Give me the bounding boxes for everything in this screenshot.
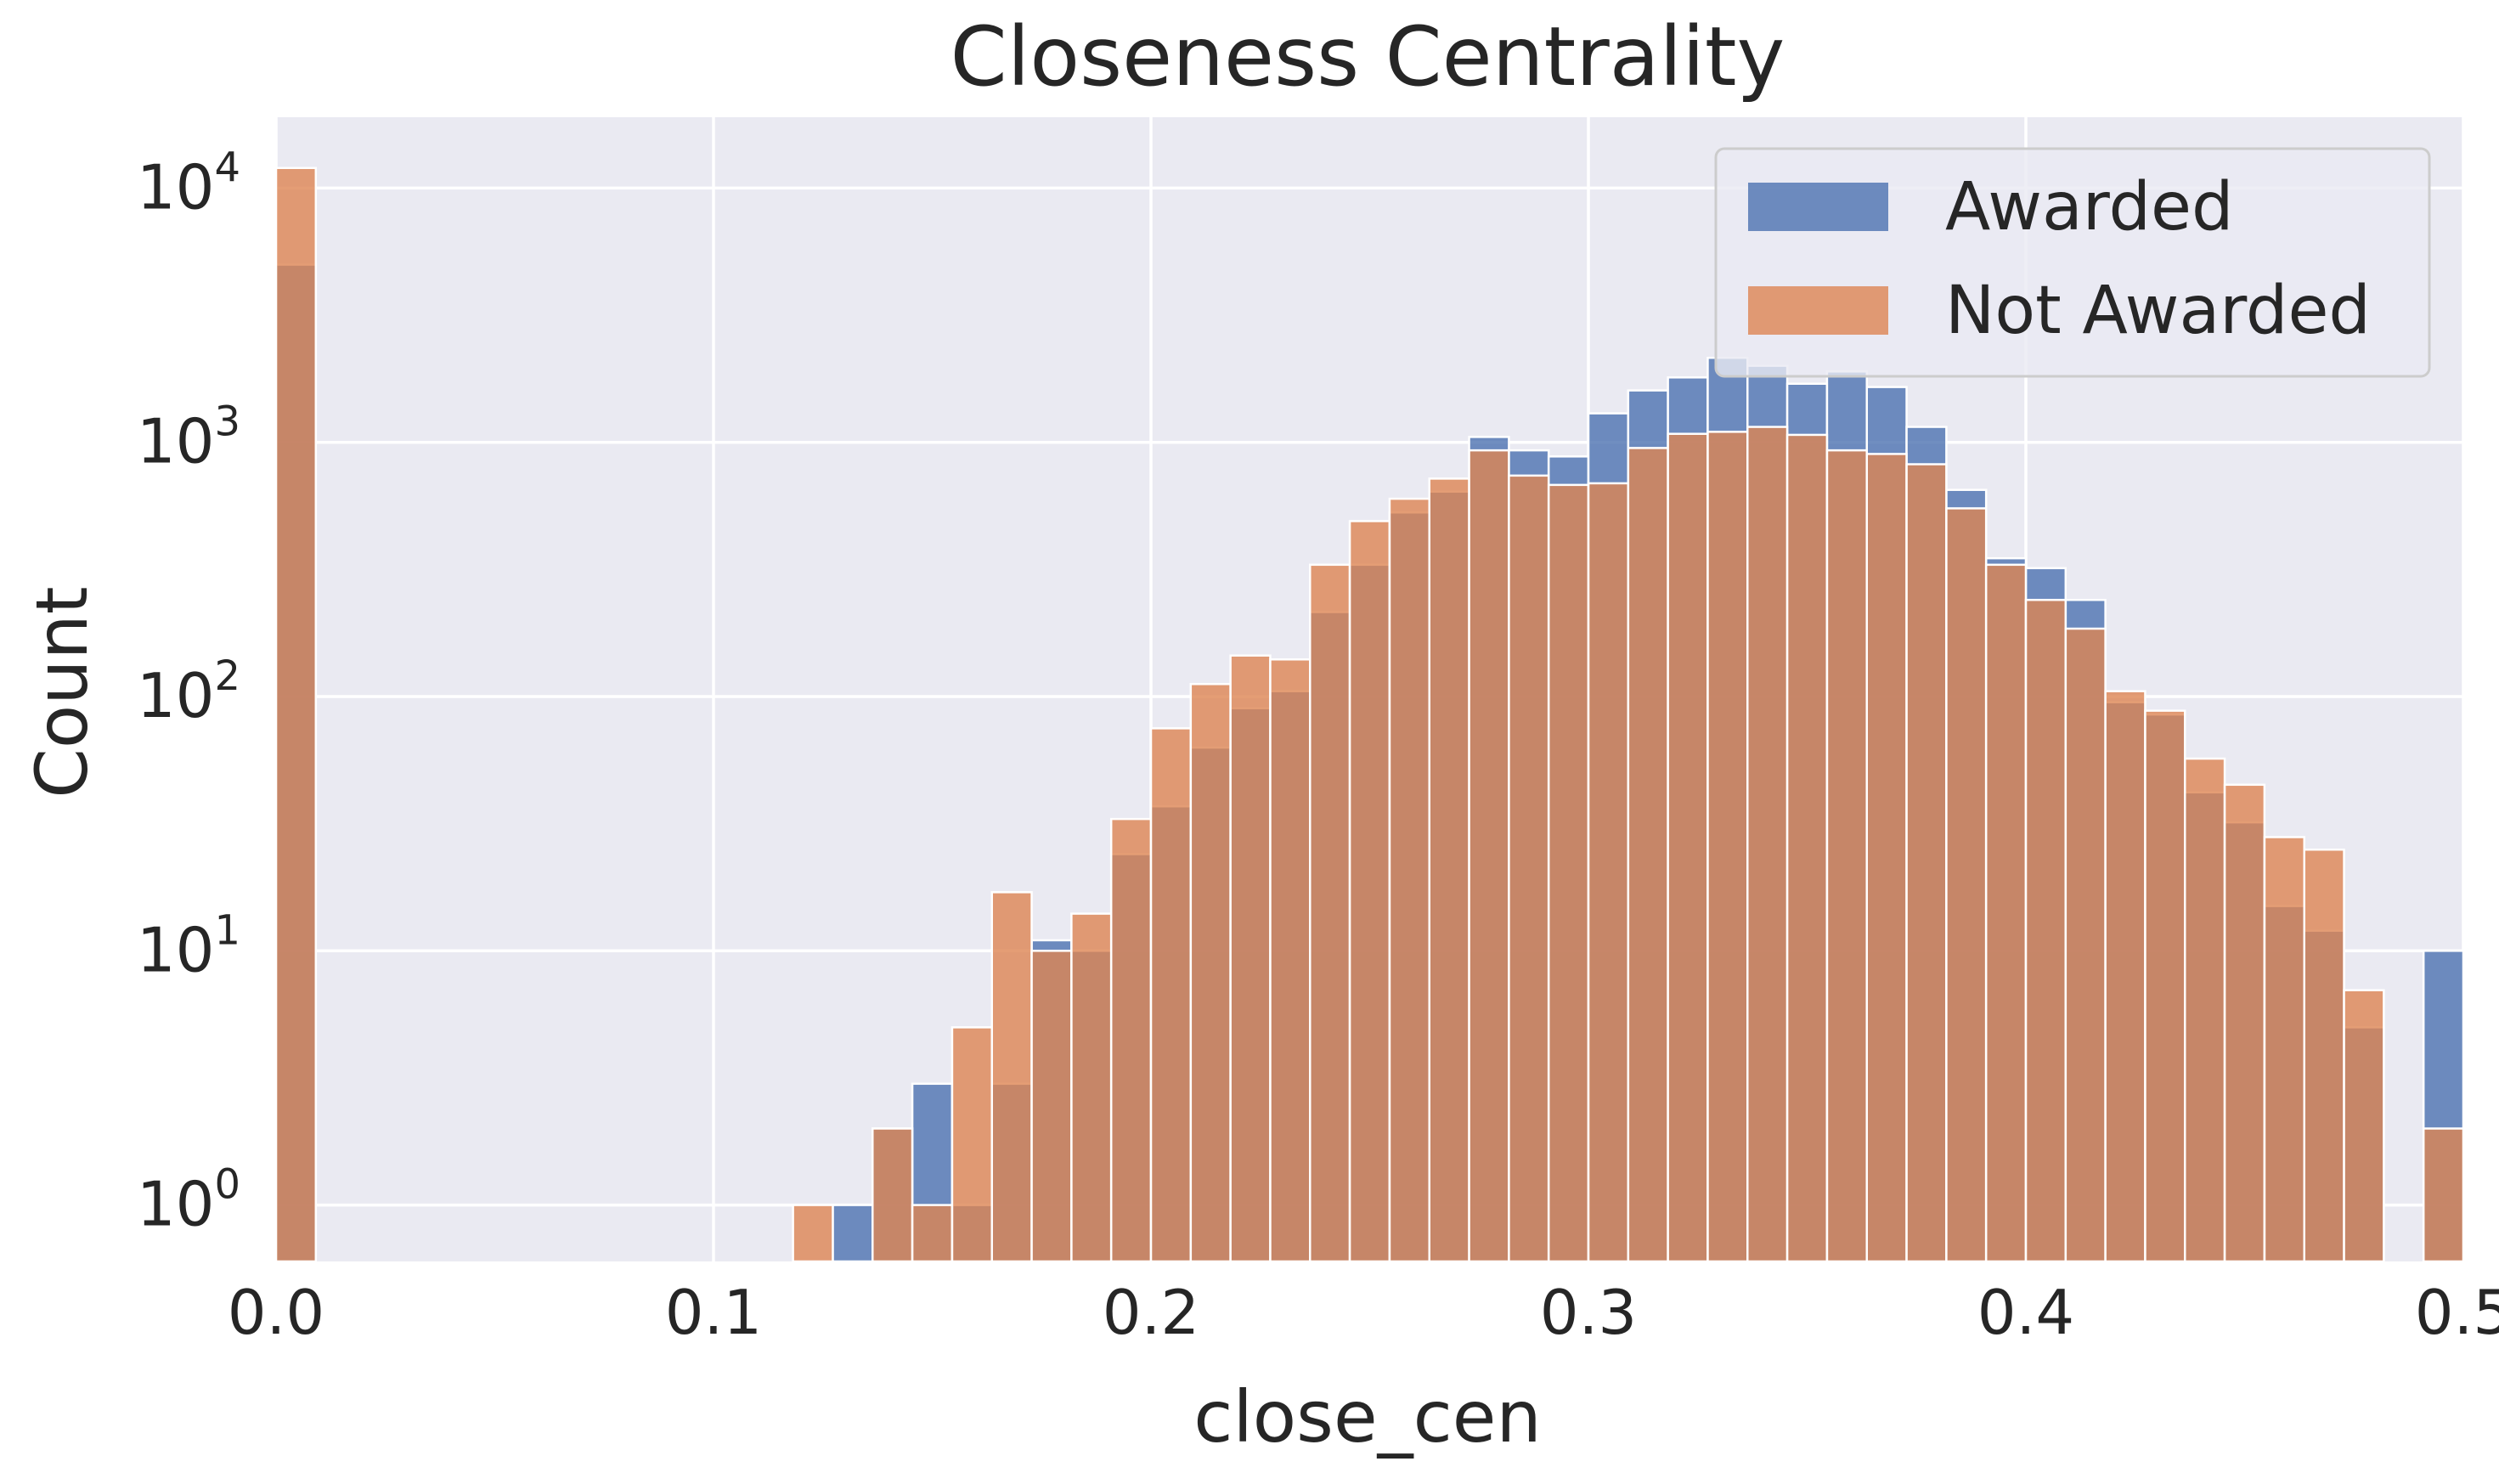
bar-not-awarded bbox=[1149, 727, 1193, 1263]
bar-not-awarded bbox=[792, 1204, 834, 1263]
bar-not-awarded bbox=[872, 1127, 914, 1263]
bar-not-awarded bbox=[1269, 658, 1312, 1263]
bar-not-awarded bbox=[2184, 757, 2226, 1263]
bar-not-awarded bbox=[1587, 482, 1630, 1263]
x-tick-label: 0.4 bbox=[1977, 1277, 2075, 1348]
bar-not-awarded bbox=[1706, 431, 1749, 1263]
legend-label-not-awarded: Not Awarded bbox=[1945, 273, 2371, 349]
bar-not-awarded bbox=[1667, 432, 1709, 1263]
bar-not-awarded bbox=[1945, 507, 1988, 1263]
bar-not-awarded bbox=[1030, 950, 1073, 1263]
y-tick-label: 101 bbox=[137, 906, 240, 985]
bar-not-awarded bbox=[911, 1204, 954, 1263]
legend-swatch-awarded bbox=[1748, 183, 1888, 231]
bar-not-awarded bbox=[2223, 783, 2266, 1263]
chart-title: Closeness Centrality bbox=[951, 9, 1785, 104]
bar-not-awarded bbox=[274, 166, 318, 1263]
x-tick-label: 0.0 bbox=[228, 1277, 325, 1348]
x-tick-label: 0.3 bbox=[1540, 1277, 1638, 1348]
bar-not-awarded bbox=[2343, 989, 2385, 1263]
x-tick-label: 0.5 bbox=[2415, 1277, 2499, 1348]
x-tick-label: 0.2 bbox=[1103, 1277, 1200, 1348]
bar-not-awarded bbox=[2104, 690, 2146, 1263]
bar-not-awarded bbox=[1746, 426, 1789, 1263]
bar-not-awarded bbox=[1785, 433, 1829, 1263]
bar-not-awarded bbox=[951, 1026, 993, 1263]
bar-not-awarded bbox=[1229, 654, 1272, 1263]
x-tick-label: 0.1 bbox=[665, 1277, 763, 1348]
bar-not-awarded bbox=[1428, 477, 1470, 1263]
legend-label-awarded: Awarded bbox=[1945, 169, 2234, 245]
bar-not-awarded bbox=[2024, 598, 2067, 1263]
bar-not-awarded bbox=[1547, 483, 1590, 1263]
bar-not-awarded bbox=[2144, 709, 2186, 1263]
bar-not-awarded bbox=[1070, 912, 1113, 1263]
bar-not-awarded bbox=[1309, 563, 1351, 1263]
y-axis-ticks: 100 101 102 103 104 bbox=[137, 144, 240, 1239]
x-axis-label: close_cen bbox=[1193, 1375, 1541, 1459]
y-tick-label: 102 bbox=[137, 652, 240, 731]
bar-not-awarded bbox=[1865, 453, 1908, 1263]
legend-swatch-not-awarded bbox=[1748, 286, 1888, 335]
y-tick-label: 104 bbox=[137, 144, 240, 223]
bar-not-awarded bbox=[2422, 1127, 2465, 1263]
bars bbox=[274, 166, 2465, 1263]
bar-not-awarded bbox=[990, 891, 1033, 1263]
bar-not-awarded bbox=[2263, 836, 2305, 1263]
x-axis-ticks: 0.0 0.1 0.2 0.3 0.4 0.5 bbox=[228, 1277, 2499, 1348]
legend-frame bbox=[1714, 147, 2431, 378]
bar-not-awarded bbox=[2064, 627, 2107, 1263]
bar-not-awarded bbox=[1627, 447, 1669, 1263]
bar-not-awarded bbox=[1508, 474, 1550, 1263]
legend: Awarded Not Awarded bbox=[1714, 147, 2431, 378]
bar-not-awarded bbox=[1388, 497, 1430, 1263]
y-tick-label: 100 bbox=[137, 1161, 240, 1240]
bar-not-awarded bbox=[1905, 463, 1948, 1263]
bar-not-awarded bbox=[2303, 848, 2345, 1263]
bar-not-awarded bbox=[1348, 520, 1391, 1263]
y-axis-label: Count bbox=[20, 586, 104, 798]
bar-not-awarded bbox=[1109, 817, 1153, 1263]
bar-awarded bbox=[832, 1204, 874, 1263]
bar-not-awarded bbox=[1189, 683, 1232, 1263]
bar-not-awarded bbox=[1825, 449, 1868, 1263]
bar-not-awarded bbox=[1984, 563, 2028, 1263]
bar-not-awarded bbox=[1468, 449, 1510, 1263]
y-tick-label: 103 bbox=[137, 398, 240, 477]
